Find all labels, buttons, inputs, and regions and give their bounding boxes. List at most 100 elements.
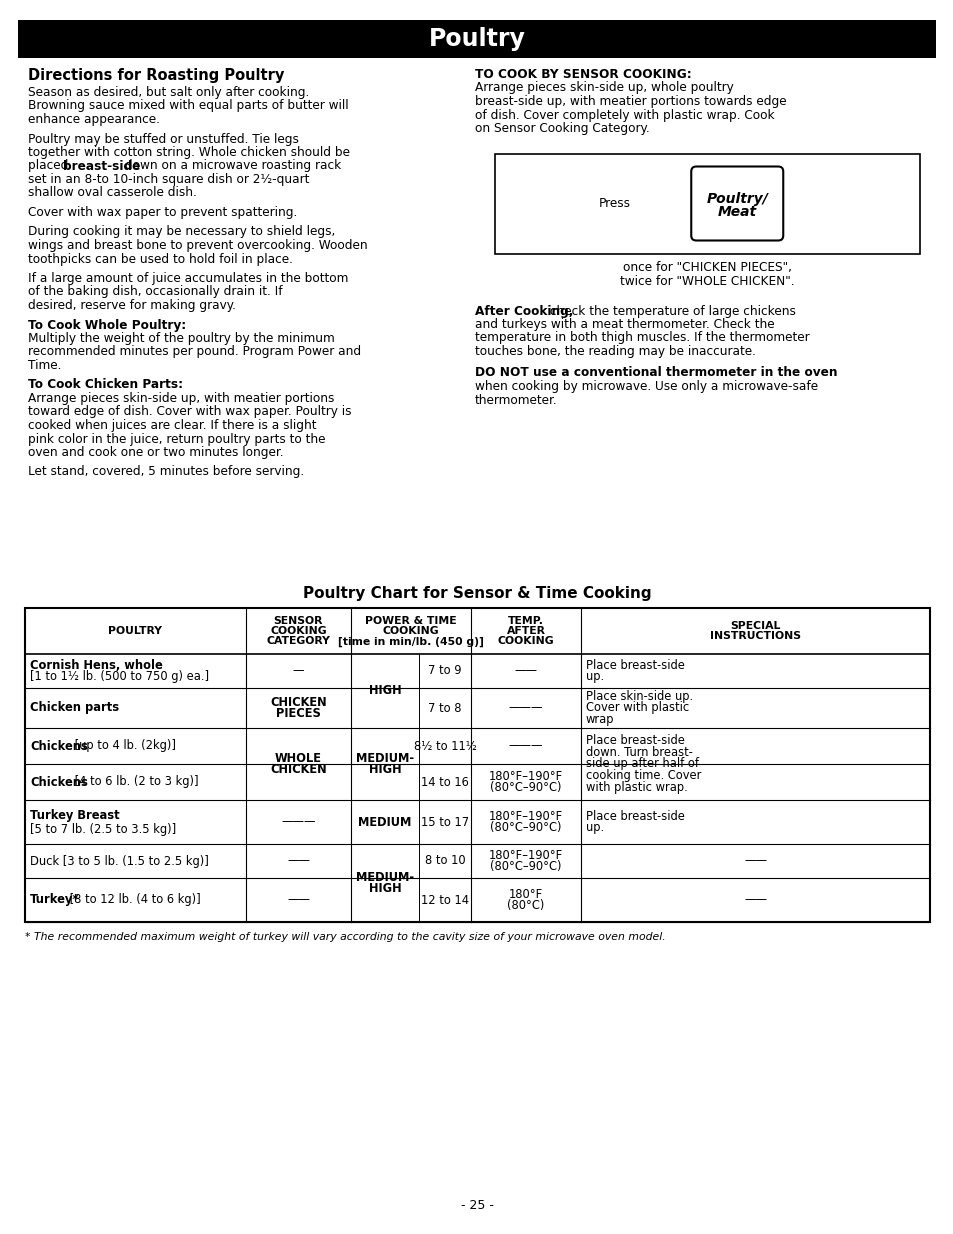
Bar xyxy=(25,608,929,922)
Text: once for "CHICKEN PIECES",: once for "CHICKEN PIECES", xyxy=(622,262,791,274)
Text: To Cook Whole Poultry:: To Cook Whole Poultry: xyxy=(28,318,186,332)
Text: 180°F–190°F: 180°F–190°F xyxy=(488,770,562,782)
Text: ———: ——— xyxy=(281,816,315,828)
Text: up.: up. xyxy=(585,670,603,684)
Text: [4 to 6 lb. (2 to 3 kg)]: [4 to 6 lb. (2 to 3 kg)] xyxy=(71,775,198,789)
Text: toothpicks can be used to hold foil in place.: toothpicks can be used to hold foil in p… xyxy=(28,253,293,265)
Text: down on a microwave roasting rack: down on a microwave roasting rack xyxy=(121,159,341,173)
Text: Arrange pieces skin-side up, whole poultry: Arrange pieces skin-side up, whole poult… xyxy=(475,81,733,95)
Text: During cooking it may be necessary to shield legs,: During cooking it may be necessary to sh… xyxy=(28,226,335,238)
FancyBboxPatch shape xyxy=(691,167,782,241)
Text: enhance appearance.: enhance appearance. xyxy=(28,114,160,126)
Text: (80°C–90°C): (80°C–90°C) xyxy=(490,860,561,874)
Text: and turkeys with a meat thermometer. Check the: and turkeys with a meat thermometer. Che… xyxy=(475,318,774,331)
Text: ——: —— xyxy=(287,893,310,907)
Text: HIGH: HIGH xyxy=(368,764,401,776)
Text: 180°F–190°F: 180°F–190°F xyxy=(488,849,562,861)
Text: ——: —— xyxy=(514,664,537,677)
Text: cooked when juices are clear. If there is a slight: cooked when juices are clear. If there i… xyxy=(28,420,316,432)
Text: CHICKEN: CHICKEN xyxy=(270,764,327,776)
Text: toward edge of dish. Cover with wax paper. Poultry is: toward edge of dish. Cover with wax pape… xyxy=(28,406,351,418)
Text: 180°F: 180°F xyxy=(508,887,542,901)
Text: DO NOT use a conventional thermometer in the oven: DO NOT use a conventional thermometer in… xyxy=(475,366,837,380)
Text: pink color in the juice, return poultry parts to the: pink color in the juice, return poultry … xyxy=(28,432,325,445)
Text: Browning sauce mixed with equal parts of butter will: Browning sauce mixed with equal parts of… xyxy=(28,100,348,112)
Text: Time.: Time. xyxy=(28,359,61,371)
Text: recommended minutes per pound. Program Power and: recommended minutes per pound. Program P… xyxy=(28,346,361,359)
Text: set in an 8-to 10-inch square dish or 2½-quart: set in an 8-to 10-inch square dish or 2½… xyxy=(28,173,309,186)
Text: To Cook Chicken Parts:: To Cook Chicken Parts: xyxy=(28,379,183,391)
Text: [8 to 12 lb. (4 to 6 kg)]: [8 to 12 lb. (4 to 6 kg)] xyxy=(66,893,200,907)
Text: Poultry: Poultry xyxy=(428,27,525,51)
Text: TO COOK BY SENSOR COOKING:: TO COOK BY SENSOR COOKING: xyxy=(475,68,691,81)
Text: check the temperature of large chickens: check the temperature of large chickens xyxy=(545,305,795,317)
Text: ———: ——— xyxy=(508,739,542,753)
Text: MEDIUM-: MEDIUM- xyxy=(355,871,414,884)
Text: MEDIUM-: MEDIUM- xyxy=(355,752,414,765)
Text: cooking time. Cover: cooking time. Cover xyxy=(585,769,700,782)
Text: of the baking dish, occasionally drain it. If: of the baking dish, occasionally drain i… xyxy=(28,285,282,299)
Text: Cover with wax paper to prevent spattering.: Cover with wax paper to prevent spatteri… xyxy=(28,206,297,218)
Text: Poultry Chart for Sensor & Time Cooking: Poultry Chart for Sensor & Time Cooking xyxy=(302,586,651,601)
Text: ——: —— xyxy=(743,893,766,907)
Text: 8½ to 11½: 8½ to 11½ xyxy=(414,739,476,753)
Text: when cooking by microwave. Use only a microwave-safe: when cooking by microwave. Use only a mi… xyxy=(475,380,818,392)
Text: Season as desired, but salt only after cooking.: Season as desired, but salt only after c… xyxy=(28,86,309,99)
Text: Cornish Hens, whole: Cornish Hens, whole xyxy=(30,659,163,671)
Text: ——: —— xyxy=(743,854,766,868)
Text: Chickens: Chickens xyxy=(30,739,88,753)
Text: INSTRUCTIONS: INSTRUCTIONS xyxy=(709,632,801,642)
Text: Place breast-side: Place breast-side xyxy=(585,659,684,671)
Text: on Sensor Cooking Category.: on Sensor Cooking Category. xyxy=(475,122,649,135)
Text: After Cooking,: After Cooking, xyxy=(475,305,573,317)
Text: Turkey*: Turkey* xyxy=(30,893,79,907)
Text: Duck [3 to 5 lb. (1.5 to 2.5 kg)]: Duck [3 to 5 lb. (1.5 to 2.5 kg)] xyxy=(30,854,209,868)
Text: placed: placed xyxy=(28,159,72,173)
Text: twice for "WHOLE CHICKEN".: twice for "WHOLE CHICKEN". xyxy=(619,275,794,288)
Text: 15 to 17: 15 to 17 xyxy=(420,816,469,828)
Text: 14 to 16: 14 to 16 xyxy=(420,775,469,789)
Text: Directions for Roasting Poultry: Directions for Roasting Poultry xyxy=(28,68,284,83)
Text: WHOLE: WHOLE xyxy=(274,752,322,765)
Text: together with cotton string. Whole chicken should be: together with cotton string. Whole chick… xyxy=(28,146,350,159)
Text: (80°C): (80°C) xyxy=(507,900,544,912)
Text: wings and breast bone to prevent overcooking. Wooden: wings and breast bone to prevent overcoo… xyxy=(28,239,367,252)
Text: Press: Press xyxy=(598,197,630,210)
Text: thermometer.: thermometer. xyxy=(475,394,558,406)
Text: Place breast-side: Place breast-side xyxy=(585,810,684,823)
Text: 7 to 9: 7 to 9 xyxy=(428,664,461,677)
Text: Place skin-side up.: Place skin-side up. xyxy=(585,690,693,703)
Text: TEMP.: TEMP. xyxy=(507,616,543,626)
Text: * The recommended maximum weight of turkey will vary according to the cavity siz: * The recommended maximum weight of turk… xyxy=(25,932,665,942)
Text: Multiply the weight of the poultry by the minimum: Multiply the weight of the poultry by th… xyxy=(28,332,335,346)
Text: Arrange pieces skin-side up, with meatier portions: Arrange pieces skin-side up, with meatie… xyxy=(28,392,334,405)
Text: breast-side up, with meatier portions towards edge: breast-side up, with meatier portions to… xyxy=(475,95,786,109)
Text: 8 to 10: 8 to 10 xyxy=(424,854,465,868)
Text: wrap: wrap xyxy=(585,713,614,726)
Text: Meat: Meat xyxy=(717,206,756,220)
Text: Let stand, covered, 5 minutes before serving.: Let stand, covered, 5 minutes before ser… xyxy=(28,465,304,479)
Text: SENSOR: SENSOR xyxy=(274,616,323,626)
Text: 12 to 14: 12 to 14 xyxy=(420,893,469,907)
Text: POULTRY: POULTRY xyxy=(109,626,162,636)
Text: [time in min/lb. (450 g)]: [time in min/lb. (450 g)] xyxy=(337,637,483,647)
Text: breast-side: breast-side xyxy=(63,159,140,173)
Text: Cover with plastic: Cover with plastic xyxy=(585,701,688,714)
Text: ———: ——— xyxy=(508,701,542,714)
Text: Chickens: Chickens xyxy=(30,775,88,789)
Text: Poultry may be stuffed or unstuffed. Tie legs: Poultry may be stuffed or unstuffed. Tie… xyxy=(28,132,298,146)
Text: (80°C–90°C): (80°C–90°C) xyxy=(490,822,561,834)
Text: touches bone, the reading may be inaccurate.: touches bone, the reading may be inaccur… xyxy=(475,346,755,358)
Text: POWER & TIME: POWER & TIME xyxy=(365,616,456,626)
Text: ——: —— xyxy=(287,854,310,868)
Text: MEDIUM: MEDIUM xyxy=(358,816,412,828)
Text: CATEGORY: CATEGORY xyxy=(266,637,330,647)
Text: COOKING: COOKING xyxy=(382,626,438,636)
Text: Chicken parts: Chicken parts xyxy=(30,701,119,714)
Text: up.: up. xyxy=(585,822,603,834)
Text: side up after half of: side up after half of xyxy=(585,758,699,770)
Text: CHICKEN: CHICKEN xyxy=(270,696,327,708)
Text: [up to 4 lb. (2kg)]: [up to 4 lb. (2kg)] xyxy=(71,739,175,753)
Text: [5 to 7 lb. (2.5 to 3.5 kg)]: [5 to 7 lb. (2.5 to 3.5 kg)] xyxy=(30,823,176,835)
Text: of dish. Cover completely with plastic wrap. Cook: of dish. Cover completely with plastic w… xyxy=(475,109,774,121)
